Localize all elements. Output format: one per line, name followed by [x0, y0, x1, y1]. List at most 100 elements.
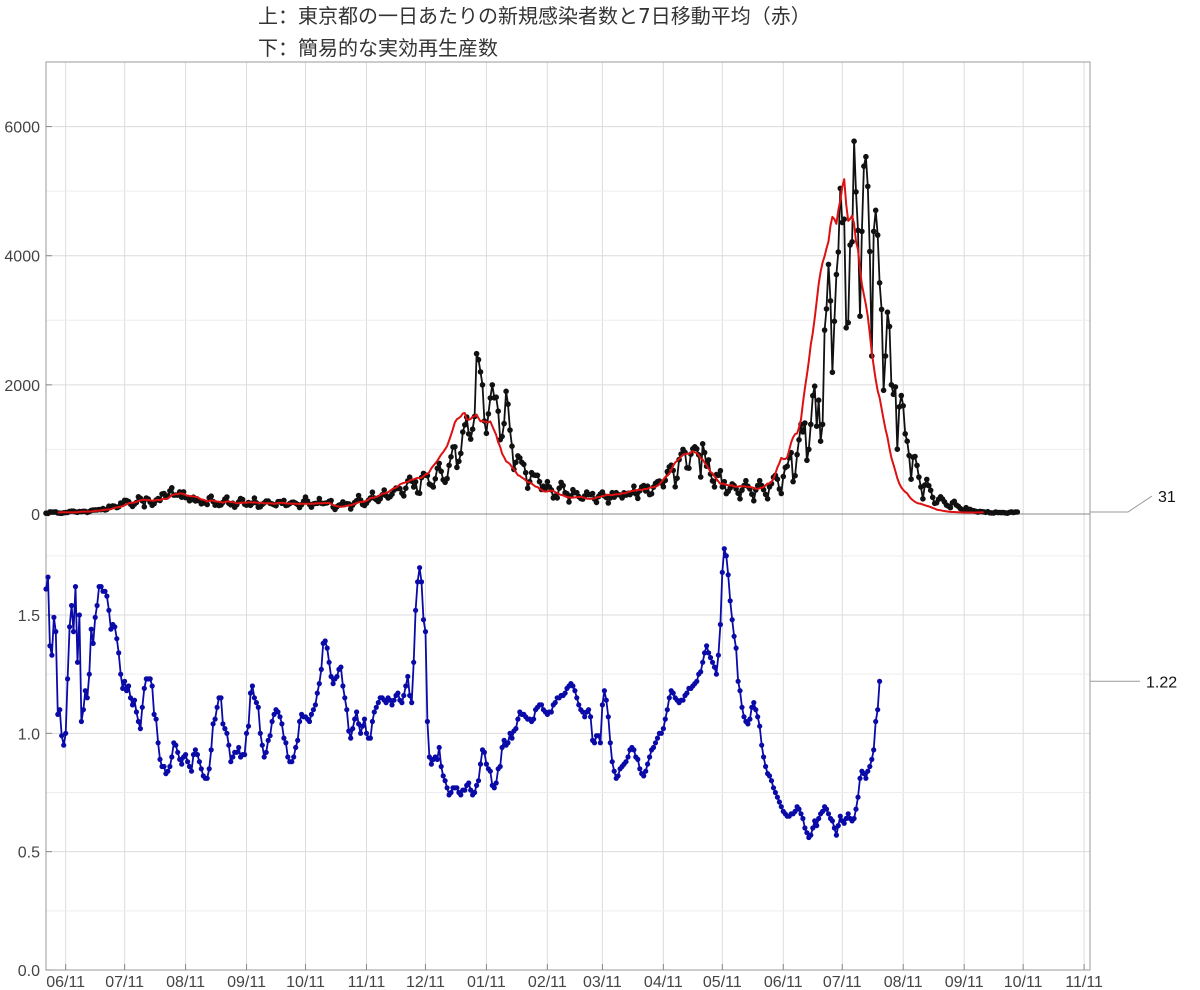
cases-point	[605, 500, 612, 506]
rt-point	[741, 714, 747, 720]
cases-point	[619, 495, 625, 501]
cases-point	[811, 383, 818, 390]
cases-point	[709, 478, 716, 484]
rt-point	[322, 638, 328, 644]
rt-point	[173, 742, 179, 748]
cases-point	[717, 467, 724, 474]
cases-point	[589, 490, 596, 497]
cases-point	[861, 163, 867, 169]
cases-point	[485, 411, 492, 417]
rt-point	[861, 771, 867, 777]
x-tick-label: 08/11	[166, 974, 205, 990]
rt-point	[662, 716, 668, 722]
rt-point	[645, 761, 651, 767]
rt-point	[157, 756, 163, 763]
rt-point	[650, 744, 657, 751]
rt-point	[658, 730, 665, 736]
cases-point	[224, 494, 230, 500]
cases-point	[403, 485, 409, 492]
cases-point	[780, 473, 787, 480]
cases-point	[456, 458, 462, 465]
rt-point	[245, 723, 252, 729]
rt-point	[212, 716, 218, 722]
rt-point	[277, 714, 283, 720]
cases-point	[808, 421, 814, 428]
cases-point	[739, 487, 745, 493]
cases-point	[908, 476, 914, 483]
last-value-callouts: 31 1.22	[1090, 489, 1177, 691]
rt-point	[800, 815, 806, 822]
cases-point	[743, 477, 749, 484]
cases-point	[524, 485, 531, 492]
cases-point	[465, 431, 472, 437]
rt-point	[507, 730, 513, 736]
rt-point	[153, 716, 159, 722]
cases-point	[867, 248, 873, 255]
cases-point	[833, 271, 840, 278]
rt-point	[257, 730, 263, 736]
rt-point	[770, 785, 777, 791]
cases-point	[802, 420, 808, 426]
rt-point	[605, 714, 611, 720]
rt-point	[700, 659, 706, 665]
cases-point	[796, 437, 802, 443]
rt-point	[363, 730, 370, 736]
rt-point	[729, 617, 735, 623]
cases-point	[880, 387, 887, 394]
rt-point	[869, 756, 875, 763]
rt-point	[814, 823, 820, 829]
rt-point	[472, 789, 478, 796]
rt-point	[230, 754, 236, 760]
rt-point	[595, 733, 602, 739]
cases-point	[475, 356, 482, 363]
rt-point	[249, 683, 255, 689]
rt-point	[597, 740, 604, 746]
rt-point	[755, 714, 761, 720]
cases-point	[469, 426, 476, 433]
rt-point	[49, 652, 55, 658]
rt-point	[403, 683, 409, 689]
cases-point	[635, 495, 641, 502]
rt-point	[582, 714, 588, 720]
cases-point	[784, 463, 790, 470]
rt-point	[318, 666, 324, 673]
x-tick-label: 04/11	[644, 974, 683, 990]
rt-point	[607, 740, 613, 746]
rt-point	[737, 688, 743, 694]
cases-point	[754, 482, 761, 489]
cases-point	[823, 306, 830, 312]
rt-point	[448, 789, 454, 796]
rt-point	[334, 673, 340, 680]
rt-point	[269, 718, 275, 725]
rt-point	[78, 718, 84, 725]
cases-point	[715, 472, 722, 479]
cases-point	[686, 465, 692, 472]
rt-point	[314, 690, 320, 696]
rt-point	[493, 780, 499, 786]
cases-point	[672, 484, 678, 490]
cases-point	[448, 454, 454, 460]
rt-point	[112, 624, 118, 630]
rt-point	[261, 754, 267, 760]
rt-point	[434, 756, 440, 763]
cases-point	[806, 446, 812, 453]
rt-point	[572, 688, 578, 694]
chart-titles: 上：東京都の一日あたりの新規感染者数と7日移動平均（赤） 下：簡易的な実効再生産…	[258, 0, 811, 64]
cases-point	[487, 395, 494, 401]
rt-point	[116, 650, 122, 656]
upper-chart-title: 上：東京都の一日あたりの新規感染者数と7日移動平均（赤）	[258, 4, 811, 28]
rt-point	[505, 740, 511, 746]
cases-point	[381, 487, 388, 493]
rt-point	[169, 754, 175, 760]
rt-point	[444, 785, 450, 791]
lower-y-tick-label: 1.0	[18, 726, 40, 743]
rt-point	[369, 718, 375, 725]
cases-point	[509, 443, 515, 450]
rt-point	[340, 683, 346, 689]
rt-point	[55, 711, 61, 718]
rt-point	[707, 655, 714, 661]
cases-point	[699, 441, 706, 447]
rt-point	[867, 763, 873, 770]
cases-point	[446, 462, 452, 469]
rt-point	[188, 768, 195, 774]
